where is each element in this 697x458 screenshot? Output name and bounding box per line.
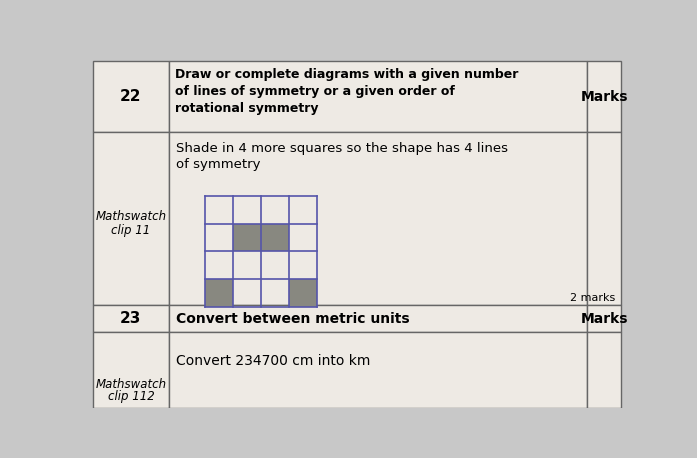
Text: of lines of symmetry or a given order of: of lines of symmetry or a given order of [175,86,454,98]
Bar [169,61,587,132]
Bar [169,132,587,305]
Text: Mathswatch: Mathswatch [95,378,167,391]
Bar [93,61,169,132]
Bar [169,305,587,332]
Text: Convert between metric units: Convert between metric units [176,312,410,326]
Bar [93,332,169,408]
Text: clip 112: clip 112 [107,390,154,403]
Text: Marks: Marks [581,312,628,326]
Bar [289,279,316,307]
Bar [93,132,169,305]
Text: 2 marks: 2 marks [569,293,615,303]
Bar [587,61,621,132]
Bar [93,305,169,332]
Bar [205,279,233,307]
Text: 23: 23 [120,311,141,326]
Bar [261,224,289,251]
Bar [587,332,621,408]
Text: Marks: Marks [581,90,628,104]
Bar [233,224,261,251]
Bar [169,332,587,408]
Bar [587,132,621,305]
Text: Mathswatch: Mathswatch [95,210,167,223]
Text: Convert 234700 cm into km: Convert 234700 cm into km [176,354,371,368]
Text: clip 11: clip 11 [112,224,151,237]
Text: of symmetry: of symmetry [176,158,261,171]
Text: 22: 22 [120,89,141,104]
Text: rotational symmetry: rotational symmetry [175,102,319,115]
Text: Shade in 4 more squares so the shape has 4 lines: Shade in 4 more squares so the shape has… [176,142,508,155]
Bar [587,305,621,332]
Text: Draw or complete diagrams with a given number: Draw or complete diagrams with a given n… [175,69,518,82]
